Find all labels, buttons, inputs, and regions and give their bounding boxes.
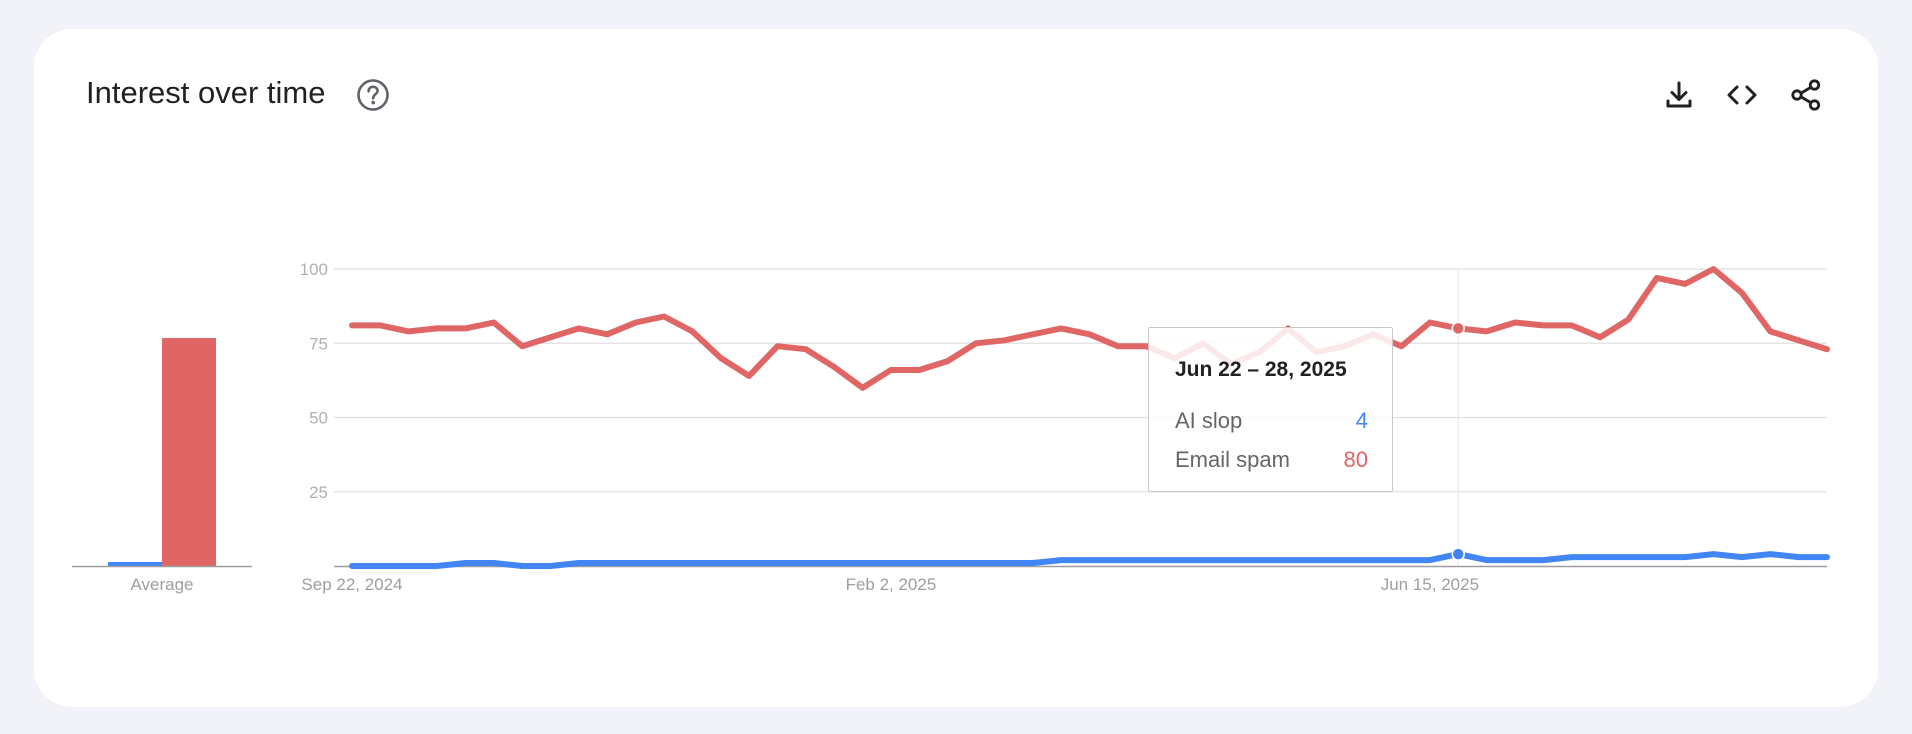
series-line-2 xyxy=(349,266,1830,391)
hover-point-1 xyxy=(1451,547,1465,561)
average-label: Average xyxy=(130,575,193,594)
download-icon[interactable] xyxy=(1661,77,1697,113)
x-tick-label: Jun 15, 2025 xyxy=(1381,575,1479,594)
tooltip-row-ai-slop: AI slop 4 xyxy=(1175,408,1368,434)
y-tick-label: 25 xyxy=(309,483,328,502)
interest-chart: Average 25 50 75 100 Sep 22, 2024 Feb 2, 2025… xyxy=(72,260,1830,594)
tooltip-row-email-spam: Email spam 80 xyxy=(1175,447,1368,473)
y-tick-label: 75 xyxy=(309,334,328,353)
hover-tooltip: Jun 22 – 28, 2025 AI slop 4 Email spam 8… xyxy=(1148,327,1393,492)
x-tick-label: Feb 2, 2025 xyxy=(846,575,937,594)
tooltip-series-name: Email spam xyxy=(1175,447,1290,472)
y-tick-label: 50 xyxy=(309,409,328,428)
tooltip-series-name: AI slop xyxy=(1175,408,1243,433)
share-icon[interactable] xyxy=(1788,77,1824,113)
hover-point-2 xyxy=(1451,321,1465,336)
average-bar-chart: Average xyxy=(72,338,252,594)
tooltip-date: Jun 22 – 28, 2025 xyxy=(1175,358,1347,381)
interest-over-time-card: Interest over time Average 25 50 75 100 Sep … xyxy=(34,29,1878,707)
series-line-1 xyxy=(349,551,1830,569)
help-icon[interactable] xyxy=(356,78,390,112)
average-bar-2 xyxy=(162,338,216,566)
tooltip-series-value: 4 xyxy=(1355,408,1368,433)
average-bar-1 xyxy=(108,562,162,566)
embed-code-icon[interactable] xyxy=(1724,77,1760,113)
tooltip-series-value: 80 xyxy=(1343,447,1368,472)
y-tick-label: 100 xyxy=(300,260,328,279)
grid-lines: 25 50 75 100 Sep 22, 2024 Feb 2, 2025 Jun 15, … xyxy=(300,260,1827,594)
chart-title: Interest over time xyxy=(86,75,326,110)
x-tick-label: Sep 22, 2024 xyxy=(301,575,402,594)
line-chart xyxy=(349,266,1830,569)
